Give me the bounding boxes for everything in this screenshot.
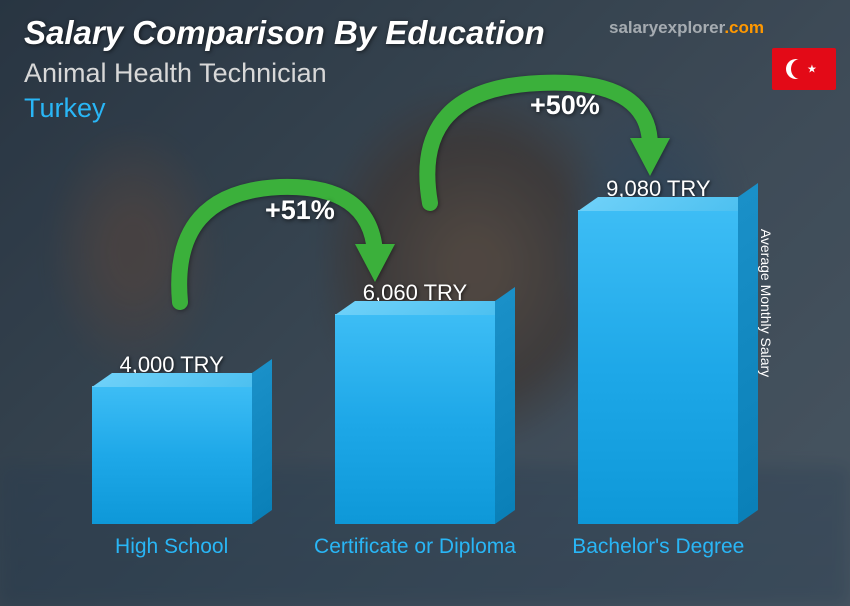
bar-label: Bachelor's Degree xyxy=(572,534,744,586)
bar-label: Certificate or Diploma xyxy=(314,534,516,586)
bar xyxy=(335,314,495,524)
bar-group-highschool: 4,000 TRY High School xyxy=(67,352,277,586)
bar-label: High School xyxy=(115,534,228,586)
bar-group-certificate: 6,060 TRY Certificate or Diploma xyxy=(310,280,520,586)
chart-country: Turkey xyxy=(24,93,826,124)
chart-subtitle: Animal Health Technician xyxy=(24,58,826,89)
watermark-accent: .com xyxy=(724,18,764,37)
bar-group-bachelors: 9,080 TRY Bachelor's Degree xyxy=(553,176,763,586)
watermark: salaryexplorer.com xyxy=(609,18,764,38)
bar xyxy=(92,386,252,524)
bar-chart: 4,000 TRY High School 6,060 TRY Certific… xyxy=(50,150,780,586)
increase-pct-2: +50% xyxy=(530,90,600,121)
bar xyxy=(578,210,738,524)
flag-icon: ★ xyxy=(772,48,836,90)
watermark-base: salaryexplorer xyxy=(609,18,724,37)
